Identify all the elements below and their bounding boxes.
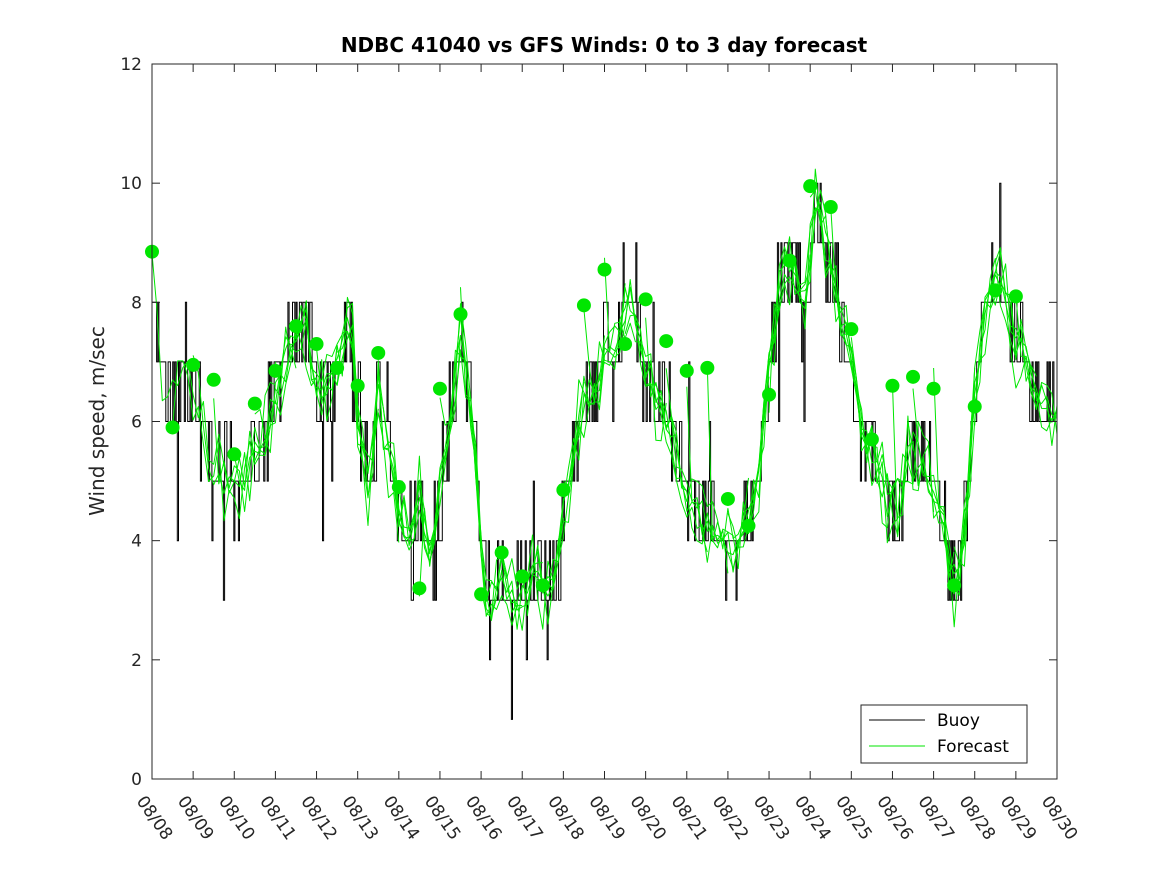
forecast-marker bbox=[165, 420, 180, 435]
forecast-series bbox=[151, 168, 1058, 631]
forecast-marker bbox=[803, 179, 818, 194]
forecast-line bbox=[501, 283, 626, 631]
y-tick-label: 4 bbox=[131, 532, 142, 552]
forecast-line bbox=[542, 286, 667, 625]
forecast-line bbox=[316, 317, 441, 546]
forecast-marker bbox=[330, 360, 345, 375]
forecast-line bbox=[871, 296, 996, 628]
forecast-marker bbox=[350, 378, 365, 393]
forecast-line bbox=[357, 335, 482, 555]
forecast-line bbox=[830, 207, 955, 578]
forecast-marker bbox=[556, 483, 571, 498]
y-tick-label: 2 bbox=[131, 651, 142, 671]
forecast-marker bbox=[844, 322, 859, 337]
legend: Buoy Forecast bbox=[860, 704, 1028, 764]
forecast-marker bbox=[906, 369, 921, 384]
forecast-marker bbox=[474, 587, 489, 602]
forecast-marker bbox=[741, 518, 756, 533]
forecast-marker bbox=[885, 378, 900, 393]
forecast-line bbox=[213, 321, 338, 512]
forecast-marker bbox=[432, 381, 447, 396]
forecast-marker bbox=[391, 480, 406, 495]
forecast-marker bbox=[535, 578, 550, 593]
plot-area bbox=[152, 64, 1057, 779]
y-tick-label: 10 bbox=[120, 174, 142, 194]
forecast-marker bbox=[412, 581, 427, 596]
forecast-marker bbox=[988, 283, 1003, 298]
forecast-marker bbox=[288, 319, 303, 334]
forecast-marker bbox=[247, 396, 262, 411]
forecast-line bbox=[583, 287, 708, 553]
forecast-line bbox=[686, 254, 811, 573]
forecast-marker bbox=[823, 200, 838, 214]
forecast-marker bbox=[515, 569, 530, 584]
forecast-line bbox=[398, 349, 523, 626]
forecast-marker bbox=[453, 307, 468, 322]
forecast-marker bbox=[762, 387, 777, 402]
forecast-marker bbox=[679, 363, 694, 378]
forecast-line bbox=[953, 251, 1058, 565]
y-axis-ticks: 0 2 4 6 8 10 12 bbox=[120, 55, 1057, 790]
forecast-markers bbox=[145, 179, 1023, 602]
legend-box bbox=[860, 704, 1028, 764]
forecast-marker bbox=[206, 372, 221, 387]
forecast-line bbox=[727, 189, 852, 549]
forecast-marker bbox=[576, 298, 591, 313]
forecast-marker bbox=[700, 360, 715, 375]
forecast-marker bbox=[864, 432, 879, 447]
forecast-marker bbox=[618, 337, 633, 352]
forecast-line bbox=[850, 337, 976, 595]
forecast-marker bbox=[926, 381, 941, 396]
forecast-marker bbox=[967, 399, 982, 414]
forecast-marker bbox=[494, 545, 509, 560]
y-tick-label: 12 bbox=[120, 55, 142, 75]
forecast-marker bbox=[371, 345, 386, 360]
forecast-line bbox=[1015, 295, 1058, 432]
forecast-marker bbox=[186, 357, 201, 372]
forecast-marker bbox=[309, 337, 324, 352]
forecast-marker bbox=[268, 363, 283, 378]
legend-buoy-label: Buoy bbox=[937, 711, 980, 731]
forecast-marker bbox=[659, 334, 674, 349]
forecast-marker bbox=[638, 292, 653, 307]
legend-forecast-label: Forecast bbox=[937, 737, 1009, 757]
y-tick-label: 6 bbox=[131, 413, 142, 433]
forecast-line bbox=[151, 253, 276, 494]
forecast-line bbox=[295, 302, 420, 547]
y-axis-label: Wind speed, m/sec bbox=[85, 326, 109, 516]
forecast-line bbox=[624, 314, 749, 550]
forecast-marker bbox=[597, 262, 612, 277]
chart-title: NDBC 41040 vs GFS Winds: 0 to 3 day fore… bbox=[341, 33, 868, 57]
forecast-marker bbox=[1008, 289, 1023, 304]
forecast-line bbox=[974, 282, 1058, 426]
forecast-line bbox=[789, 168, 914, 517]
forecast-marker bbox=[720, 491, 735, 506]
forecast-marker bbox=[227, 447, 242, 462]
forecast-marker bbox=[947, 578, 962, 593]
forecast-marker bbox=[782, 253, 797, 268]
y-tick-label: 8 bbox=[131, 293, 142, 313]
y-tick-label: 0 bbox=[131, 770, 142, 790]
